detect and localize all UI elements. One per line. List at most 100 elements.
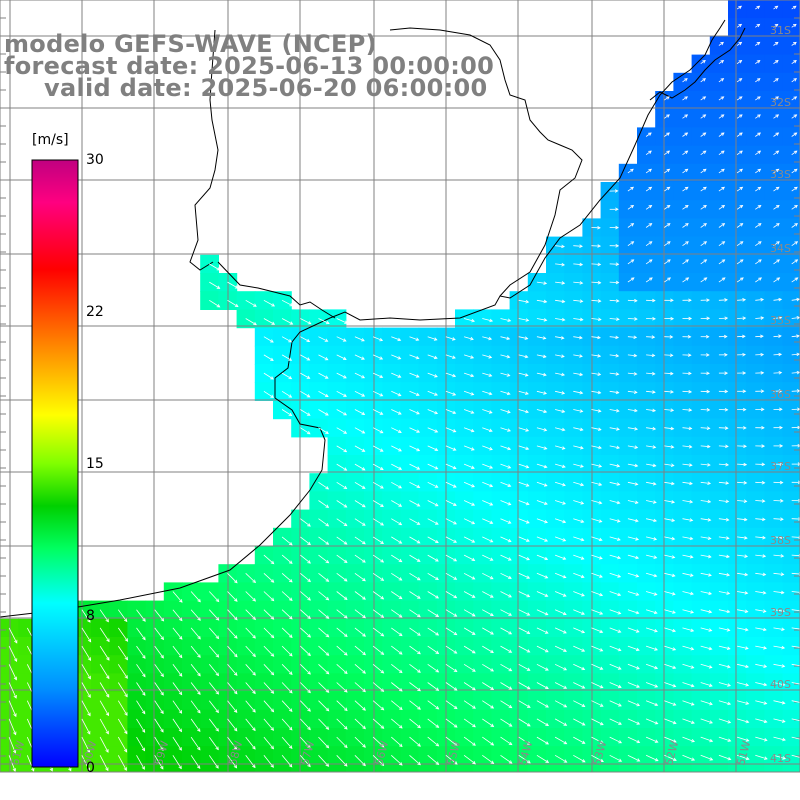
wind-cell (746, 182, 765, 201)
wind-arrow (482, 554, 493, 561)
wind-arrow-head (721, 277, 726, 281)
wind-arrow (773, 572, 784, 575)
wind-cell (637, 254, 656, 274)
wind-arrow (791, 78, 797, 83)
wind-arrow-head (488, 336, 493, 341)
wind-cell (782, 564, 800, 583)
wind-arrow (609, 682, 622, 688)
wind-arrow-head (452, 410, 457, 414)
wind-arrow-head (725, 536, 730, 540)
wind-arrow-head (598, 464, 603, 468)
wind-arrow-head (725, 462, 730, 467)
wind-arrow (609, 554, 621, 559)
wind-cell (400, 764, 420, 772)
lon-label: 60W (80, 739, 99, 767)
wind-arrow (372, 372, 383, 378)
wind-arrow (336, 500, 347, 508)
wind-arrow-head (707, 518, 712, 522)
wind-arrow-head (123, 618, 128, 623)
wind-arrow (409, 372, 420, 378)
wind-arrow-head (542, 372, 547, 377)
wind-arrow (409, 409, 420, 415)
wind-arrow (500, 754, 513, 764)
wind-arrow (300, 536, 311, 545)
wind-cell (764, 54, 784, 74)
wind-arrow (500, 354, 510, 358)
wind-arrow (336, 463, 347, 471)
wind-arrow-head (672, 684, 677, 688)
wind-arrow-head (688, 371, 692, 376)
wind-arrow-head (738, 96, 743, 100)
wind-cell (764, 200, 784, 219)
wind-arrow (773, 500, 783, 502)
wind-arrow-head (252, 708, 256, 713)
wind-arrow (299, 755, 311, 767)
wind-arrow (518, 518, 530, 524)
wind-arrow-head (739, 223, 744, 227)
wind-arrow (536, 518, 548, 523)
wind-arrow-head (652, 426, 657, 431)
wind-arrow (372, 736, 384, 748)
wind-arrow-head (87, 657, 92, 662)
wind-arrow (718, 223, 725, 228)
wind-arrow (336, 445, 347, 453)
wind-arrow (500, 682, 512, 690)
wind-cell (782, 473, 800, 492)
wind-arrow (518, 318, 529, 321)
wind-arrow-head (727, 664, 731, 669)
wind-arrow-head (288, 339, 293, 343)
wind-arrow (336, 409, 347, 416)
wind-arrow (154, 736, 164, 751)
wind-arrow (391, 755, 403, 766)
wind-arrow-head (684, 168, 689, 173)
wind-arrow (391, 372, 401, 378)
wind-arrow-head (778, 370, 783, 375)
wind-arrow-head (782, 756, 786, 760)
wind-arrow (718, 60, 724, 65)
wind-arrow-head (762, 590, 767, 595)
wind-arrow-head (488, 410, 493, 414)
wind-arrow (99, 682, 110, 698)
wind-arrow-head (756, 78, 761, 82)
wind-cell (782, 509, 800, 529)
wind-arrow (172, 755, 182, 769)
wind-arrow-head (270, 394, 274, 398)
wind-arrow (281, 755, 293, 768)
wind-arrow-head (471, 594, 476, 598)
wind-arrow-head (470, 447, 475, 451)
wind-arrow-head (397, 411, 402, 415)
wind-arrow (245, 591, 256, 602)
wind-arrow-head (325, 393, 329, 398)
wind-arrow (518, 609, 530, 616)
wind-arrow-head (793, 114, 798, 118)
wind-arrow-head (288, 726, 293, 731)
wind-cell (764, 254, 784, 274)
wind-arrow-head (670, 298, 674, 303)
wind-arrow (736, 114, 743, 119)
wind-arrow-head (579, 244, 583, 248)
wind-arrow-head (671, 500, 676, 504)
wind-arrow-head (544, 612, 549, 616)
wind-arrow-head (724, 389, 729, 394)
wind-arrow (773, 627, 785, 630)
wind-arrow (755, 754, 768, 760)
wind-arrow-head (670, 463, 675, 467)
wind-arrow (81, 645, 91, 661)
wind-arrow (336, 536, 348, 545)
wind-arrow-head (793, 41, 797, 46)
wind-arrow-head (197, 654, 201, 658)
wind-arrow-head (252, 635, 256, 639)
wind-arrow (245, 645, 256, 657)
wind-arrow (700, 409, 710, 411)
wind-arrow-head (775, 78, 779, 82)
wind-arrow-head (343, 578, 348, 582)
wind-cell (728, 218, 747, 238)
wind-arrow-head (545, 685, 549, 689)
wind-arrow (482, 718, 494, 727)
wind-arrow (591, 572, 603, 578)
wind-arrow (208, 682, 219, 695)
wind-arrow (646, 409, 656, 412)
wind-arrow-head (453, 539, 458, 543)
wind-arrow (682, 277, 689, 283)
wind-arrow (755, 335, 764, 338)
